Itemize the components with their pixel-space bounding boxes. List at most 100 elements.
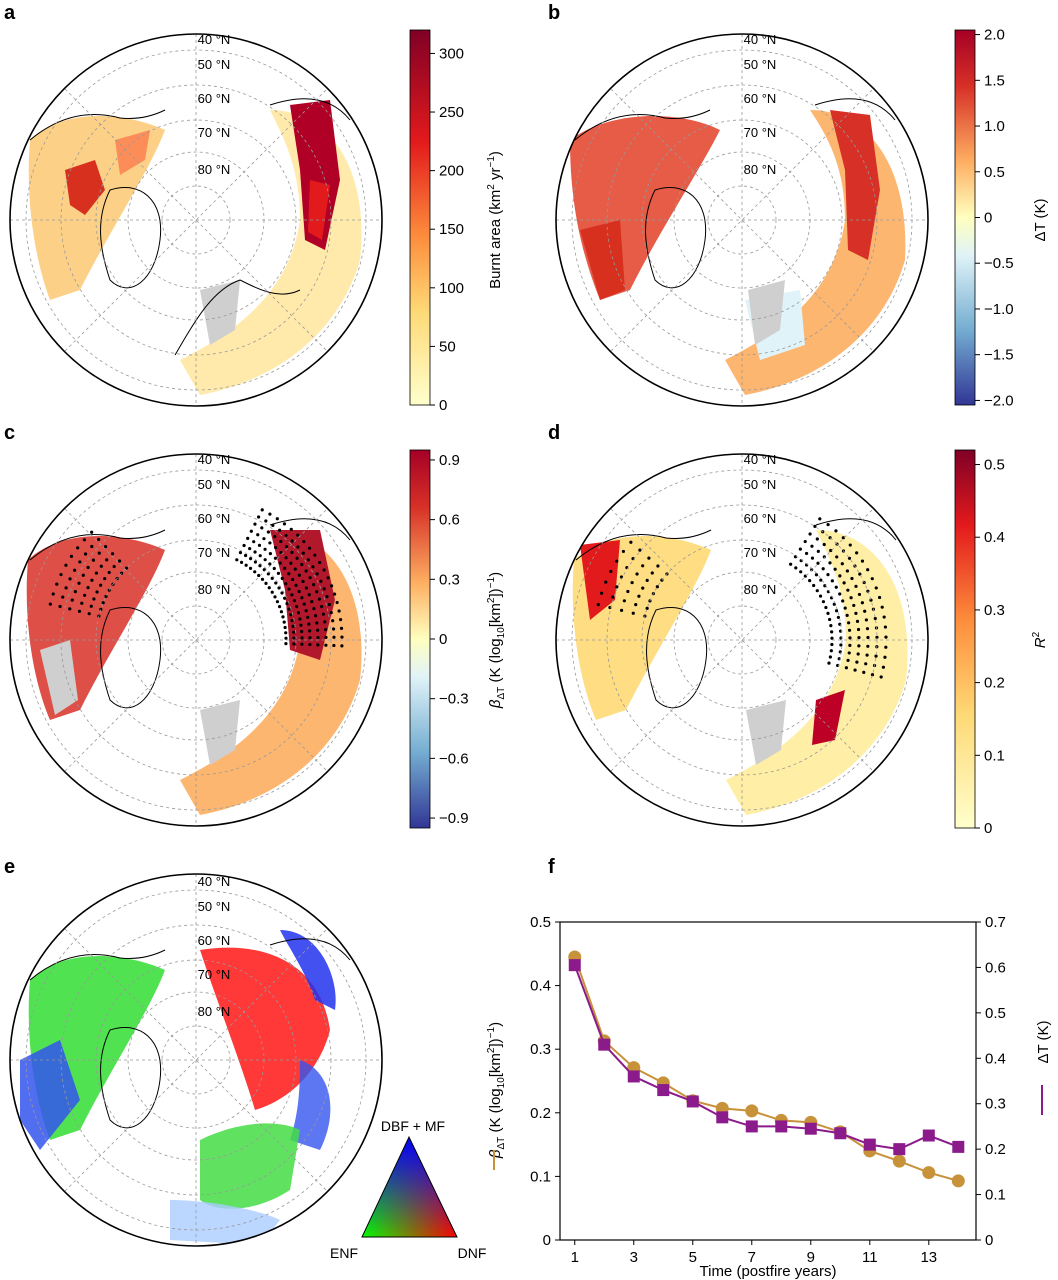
significance-dot — [870, 577, 874, 581]
significance-dot — [838, 574, 842, 578]
significance-dot — [107, 588, 111, 592]
significance-dot — [277, 586, 281, 590]
significance-dot — [260, 577, 265, 581]
lat-label-80: 80 °N — [198, 582, 231, 597]
significance-dot — [596, 602, 600, 607]
significance-dot — [307, 593, 311, 597]
significance-dot — [270, 576, 274, 580]
significance-dot — [656, 564, 660, 568]
greenland-outline — [100, 186, 162, 289]
significance-dot — [82, 538, 86, 542]
significance-dot — [76, 546, 80, 550]
significance-dot — [815, 589, 819, 593]
fire-hotspot-alaska — [65, 160, 105, 215]
significance-dot — [284, 545, 289, 549]
colorbar-a-tick: 0 — [439, 397, 447, 414]
series-point-square — [922, 1129, 935, 1142]
significance-dot — [316, 643, 320, 647]
significance-dot — [874, 586, 878, 590]
lat-label-50: 50 °N — [198, 57, 231, 72]
significance-dot — [615, 559, 619, 563]
significance-dot — [294, 583, 298, 587]
significance-dot — [77, 581, 81, 585]
significance-dot — [855, 551, 859, 555]
significance-dot — [332, 643, 336, 648]
significance-dot — [296, 533, 300, 537]
significance-dot — [320, 604, 324, 609]
warming-hotspot-siberia — [830, 110, 880, 260]
significance-dot — [826, 573, 830, 577]
colorbar-b-tick: −0.5 — [984, 255, 1014, 272]
significance-dot — [73, 589, 77, 594]
colorbar-d-label: R2 — [1031, 631, 1049, 648]
significance-dot — [292, 630, 296, 634]
series-point-square — [804, 1122, 817, 1135]
significance-dot — [289, 527, 293, 531]
lat-label-80: 80 °N — [198, 162, 231, 177]
significance-dot — [635, 572, 639, 576]
significance-dot — [284, 636, 288, 640]
significance-dot — [847, 651, 851, 655]
panel-letter-e: e — [4, 856, 16, 878]
significance-dot — [883, 625, 888, 629]
significance-dot — [844, 666, 848, 670]
significance-dot — [97, 537, 101, 542]
significance-dot — [91, 558, 96, 562]
significance-dot — [340, 635, 344, 639]
significance-dot — [107, 570, 111, 575]
significance-dot — [70, 598, 74, 602]
significance-dot — [279, 550, 283, 555]
lat-label-40: 40 °N — [198, 452, 231, 467]
significance-dot — [634, 602, 638, 607]
significance-dot — [101, 601, 105, 605]
significance-dot — [289, 561, 293, 565]
significance-dot — [262, 537, 266, 541]
significance-dot — [289, 613, 293, 617]
significance-dot — [239, 560, 244, 564]
significance-dot — [873, 616, 877, 621]
significance-dot — [852, 603, 856, 608]
coast-outline-3 — [174, 279, 301, 356]
dbf-region-east — [290, 1060, 331, 1150]
significance-dot — [626, 589, 630, 594]
significance-dot — [812, 583, 816, 588]
lat-label-50: 50 °N — [744, 477, 777, 492]
significance-dot — [242, 543, 246, 548]
significance-dot — [855, 619, 860, 623]
significance-dot — [95, 590, 99, 594]
significance-dot — [848, 636, 852, 640]
lat-label-80: 80 °N — [744, 162, 777, 177]
significance-dot — [48, 602, 52, 606]
significance-dot — [862, 670, 866, 674]
significance-dot — [882, 615, 886, 619]
lat-label-40: 40 °N — [744, 452, 777, 467]
significance-dot — [630, 580, 634, 585]
significance-dot — [620, 608, 624, 612]
significance-dot — [77, 609, 82, 613]
lat-label-60: 60 °N — [198, 933, 231, 948]
significance-dot — [329, 610, 333, 615]
significance-dot — [248, 557, 253, 561]
series-point-square — [568, 959, 581, 972]
europe-landmass — [748, 280, 785, 345]
significance-dot — [287, 572, 291, 576]
significance-dot — [874, 654, 878, 658]
significance-dot — [845, 569, 849, 573]
significance-dot — [315, 572, 319, 576]
significance-dot — [840, 562, 844, 566]
significance-dot — [883, 655, 887, 659]
significance-dot — [290, 618, 294, 623]
significance-dot — [278, 561, 282, 565]
colorbar-c-label: βΔT (K (log10[km2])−1) — [486, 572, 507, 709]
series-point-square — [745, 1120, 758, 1133]
colorbar-a-tick: 100 — [439, 280, 464, 297]
significance-dot — [268, 541, 272, 545]
significance-dot — [841, 599, 845, 603]
significance-dot — [325, 594, 329, 599]
significance-dot — [64, 563, 68, 567]
significance-dot — [300, 642, 304, 646]
significance-dot — [284, 556, 288, 560]
significance-dot — [295, 556, 299, 560]
significance-dot — [117, 559, 122, 563]
colorbar-c-tick: −0.3 — [439, 691, 469, 708]
